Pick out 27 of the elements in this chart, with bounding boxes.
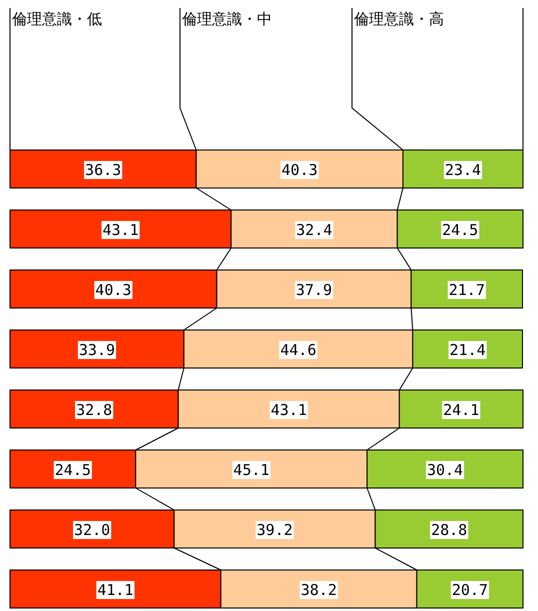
data-label: 21.4 (450, 341, 486, 359)
data-label: 38.2 (300, 581, 337, 599)
text: 倫理意識・高 (353, 10, 444, 28)
data-label: 21.7 (448, 281, 485, 299)
data-label: 30.4 (426, 461, 464, 479)
data-label: 40.3 (282, 161, 318, 179)
data-label: 23.4 (444, 161, 482, 179)
data-label: 40.3 (95, 281, 132, 299)
data-label: 20.7 (452, 581, 488, 599)
data-label: 33.9 (78, 341, 116, 359)
data-label: 45.1 (233, 461, 270, 479)
data-label: 24.5 (442, 221, 478, 239)
data-label: 32.4 (296, 221, 332, 239)
data-label: 39.2 (256, 521, 293, 539)
data-label: 24.1 (443, 401, 480, 419)
text: 倫理意識・中 (181, 10, 272, 28)
text: 倫理意識・低 (11, 10, 102, 28)
data-label: 43.1 (270, 401, 307, 419)
data-label: 43.1 (102, 221, 139, 239)
data-label: 36.3 (85, 161, 122, 179)
data-label: 28.8 (431, 521, 468, 539)
data-label: 37.9 (296, 281, 332, 299)
data-label: 24.5 (54, 461, 91, 479)
data-label: 32.0 (74, 521, 110, 539)
data-label: 32.8 (76, 401, 112, 419)
data-label: 44.6 (280, 341, 316, 359)
data-label: 41.1 (97, 581, 134, 599)
